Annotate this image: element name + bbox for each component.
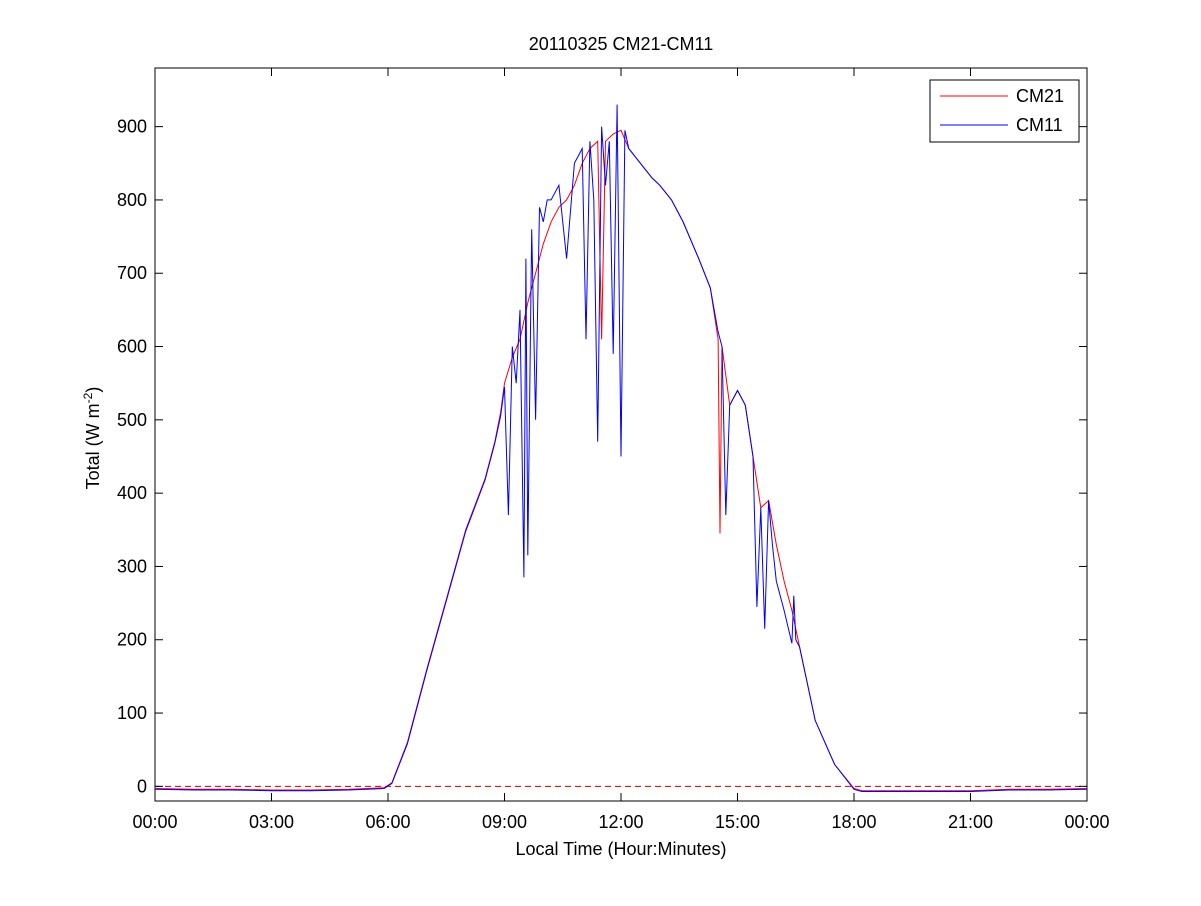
y-tick-label: 700 [117,263,147,283]
series-layer [154,104,1088,792]
y-tick-label: 500 [117,410,147,430]
x-tick-label: 18:00 [831,812,876,832]
x-axis-label: Local Time (Hour:Minutes) [515,839,726,859]
y-axis-label-superscript: -2 [81,392,95,403]
legend-box [929,79,1080,143]
x-tick-label: 00:00 [1064,812,1109,832]
y-tick-label: 300 [117,556,147,576]
x-tick-label: 21:00 [948,812,993,832]
y-tick-label: 200 [117,630,147,650]
series-line-cm11 [154,104,1088,792]
y-axis-label-close: ) [83,387,103,393]
y-tick-label: 600 [117,337,147,357]
legend-label-cm11: CM11 [1016,115,1063,135]
y-tick-label: 100 [117,703,147,723]
x-tick-label: 00:00 [132,812,177,832]
chart-title: 20110325 CM21-CM11 [529,34,713,54]
y-tick-label: 400 [117,483,147,503]
legend: CM21 CM11 [929,79,1080,143]
x-tick-label: 06:00 [365,812,410,832]
ticks-layer: 00:00 03:00 06:00 09:00 12:00 15:00 18:00 21:00… [117,68,1110,832]
y-tick-label: 0 [137,776,147,796]
x-tick-label: 12:00 [598,812,643,832]
y-tick-label: 900 [117,117,147,137]
y-axis-label-main: Total (W m [83,403,103,489]
x-tick-label: 03:00 [249,812,294,832]
y-tick-label: 800 [117,190,147,210]
y-axis-label: Total (W m-2) [81,387,103,490]
x-tick-label: 09:00 [482,812,527,832]
legend-label-cm21: CM21 [1016,86,1064,106]
x-tick-label: 15:00 [715,812,760,832]
